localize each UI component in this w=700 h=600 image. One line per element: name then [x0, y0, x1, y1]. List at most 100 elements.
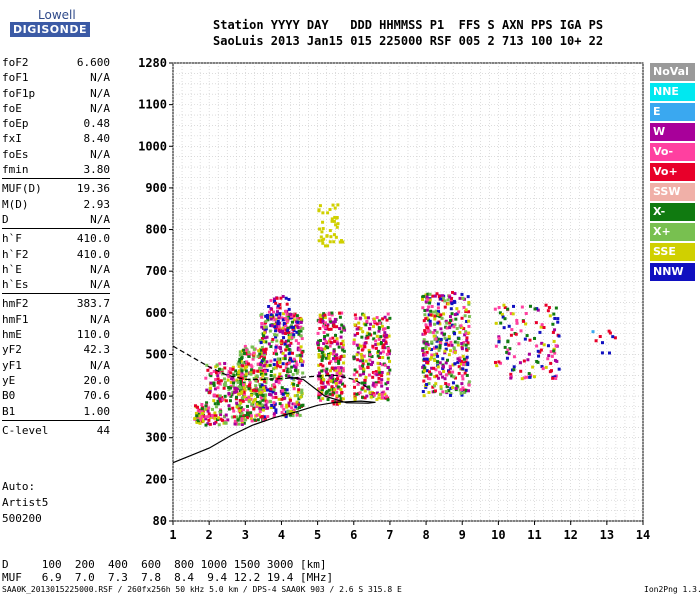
echo-point	[260, 361, 264, 365]
echo-point	[321, 397, 325, 401]
echo-point	[439, 327, 443, 331]
echo-point	[219, 413, 223, 417]
echo-point	[267, 342, 271, 346]
echo-point	[377, 329, 381, 333]
param-label: h`E	[2, 262, 22, 276]
echo-point	[352, 373, 356, 377]
echo-point	[424, 344, 428, 348]
echo-point	[259, 384, 263, 388]
echo-point	[426, 343, 430, 347]
echo-point	[364, 323, 368, 327]
echo-point	[446, 298, 450, 302]
echo-point	[335, 390, 339, 394]
echo-point	[546, 309, 550, 313]
echo-point	[367, 348, 371, 352]
echo-point	[273, 318, 277, 322]
echo-point	[298, 348, 302, 352]
echo-point	[448, 295, 452, 299]
echo-point	[465, 319, 469, 323]
echo-point	[531, 365, 535, 369]
echo-point	[510, 328, 514, 332]
echo-point	[318, 348, 322, 352]
echo-point	[280, 316, 284, 320]
echo-point	[335, 225, 339, 229]
echo-point	[328, 361, 332, 365]
echo-point	[234, 390, 238, 394]
echo-point	[281, 318, 285, 322]
echo-point	[509, 376, 513, 380]
echo-point	[262, 340, 266, 344]
bottom-info: SAA0K_2013015225000.RSF / 260fx256h 50 k…	[2, 585, 402, 594]
echo-point	[554, 376, 558, 380]
echo-point	[383, 327, 387, 331]
echo-point	[436, 306, 440, 310]
echo-point	[282, 336, 286, 340]
echo-point	[216, 402, 220, 406]
echo-point	[338, 240, 342, 244]
echo-point	[321, 227, 325, 231]
legend-item: E	[650, 103, 695, 121]
echo-point	[383, 331, 387, 335]
echo-point	[319, 318, 323, 322]
param-value: N/A	[90, 86, 110, 100]
echo-point	[431, 294, 435, 298]
y-tick-label: 800	[145, 223, 167, 237]
echo-point	[210, 413, 214, 417]
echo-point	[271, 390, 275, 394]
echo-point	[544, 365, 548, 369]
echo-point	[466, 295, 470, 299]
echo-point	[241, 399, 245, 403]
echo-point	[317, 239, 321, 243]
echo-point	[425, 308, 429, 312]
echo-point	[505, 356, 509, 360]
echo-point	[242, 390, 246, 394]
echo-point	[369, 395, 373, 399]
echo-point	[256, 395, 260, 399]
echo-point	[355, 343, 359, 347]
echo-point	[360, 356, 364, 360]
echo-point	[209, 381, 213, 385]
echo-point	[283, 342, 287, 346]
param-value: 3.80	[83, 163, 111, 177]
echo-point	[460, 292, 464, 296]
echo-point	[358, 373, 362, 377]
echo-point	[371, 375, 375, 379]
echo-point	[549, 361, 553, 365]
echo-point	[380, 396, 384, 400]
echo-point	[453, 323, 457, 327]
echo-point	[244, 372, 248, 376]
echo-point	[434, 345, 438, 349]
echo-point	[361, 362, 365, 366]
echo-point	[296, 346, 300, 350]
echo-point	[200, 411, 204, 415]
echo-point	[366, 331, 370, 335]
param-label: D	[2, 212, 9, 226]
echo-point	[335, 402, 339, 406]
echo-point	[340, 311, 344, 315]
echo-point	[207, 412, 211, 416]
echo-point	[329, 375, 333, 379]
echo-point	[319, 398, 323, 402]
echo-point	[433, 314, 437, 318]
echo-point	[522, 376, 526, 380]
echo-point	[277, 375, 281, 379]
echo-point	[337, 401, 341, 405]
echo-point	[238, 404, 242, 408]
echo-point	[265, 335, 269, 339]
echo-point	[319, 316, 323, 320]
echo-point	[223, 398, 227, 402]
echo-point	[242, 383, 246, 387]
echo-point	[246, 404, 250, 408]
echo-point	[218, 362, 222, 366]
echo-point	[381, 346, 385, 350]
echo-point	[427, 305, 431, 309]
echo-point	[458, 356, 462, 360]
echo-point	[322, 331, 326, 335]
echo-point	[321, 356, 325, 360]
echo-point	[360, 335, 364, 339]
echo-point	[292, 318, 296, 322]
echo-point	[218, 394, 222, 398]
echo-point	[552, 339, 556, 343]
echo-point	[462, 357, 466, 361]
echo-point	[341, 240, 345, 244]
